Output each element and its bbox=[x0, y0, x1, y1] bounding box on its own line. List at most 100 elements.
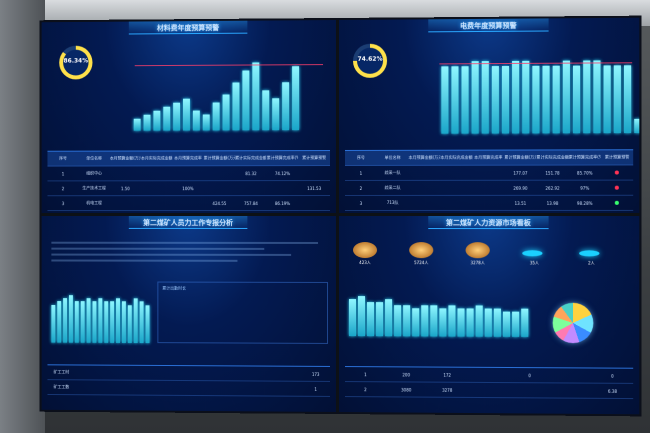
header-cell: 累计预算完成率(%) bbox=[568, 154, 601, 160]
bar bbox=[367, 302, 375, 337]
bar bbox=[532, 65, 540, 134]
bar bbox=[430, 305, 438, 337]
bar bbox=[348, 299, 357, 337]
kpi-icon bbox=[579, 250, 600, 257]
header-cell: 本月预算完成率 bbox=[474, 154, 503, 160]
header-cell: 累计预算完成率(%) bbox=[266, 155, 299, 161]
table-cell: 机电工程 bbox=[86, 200, 102, 206]
bar bbox=[493, 308, 501, 337]
table-cell: 100% bbox=[182, 185, 194, 191]
header-cell: 累计预算预警 bbox=[302, 155, 327, 161]
bar bbox=[153, 110, 161, 131]
video-wall-screen: 材料费年度预算预警 86.34% 序号 单位名称 本月预算金额(万元) 本月实际完成金… bbox=[39, 15, 642, 417]
bar bbox=[512, 312, 520, 337]
table-cell: 262.92 bbox=[545, 185, 560, 191]
table-cell: 2 bbox=[364, 386, 367, 392]
bar bbox=[448, 305, 456, 337]
bar bbox=[98, 298, 103, 343]
bar bbox=[86, 298, 91, 343]
bar bbox=[484, 308, 492, 337]
bar bbox=[481, 61, 489, 134]
status-dot bbox=[615, 170, 620, 175]
table-cell: 173 bbox=[311, 371, 320, 377]
bar bbox=[457, 308, 465, 337]
table-row: 2 综采二队 269.90 262.92 97% bbox=[344, 180, 634, 196]
table-cell: 424.55 bbox=[212, 200, 227, 206]
table-cell: 3 bbox=[359, 200, 363, 206]
panel-material-budget: 材料费年度预算预警 86.34% 序号 单位名称 本月预算金额(万元) 本月实际完成金… bbox=[41, 20, 337, 226]
bar bbox=[512, 60, 520, 134]
bar bbox=[451, 66, 459, 134]
hr-pie-chart bbox=[552, 302, 594, 344]
bar bbox=[252, 62, 260, 131]
kpi-value: 3278人 bbox=[470, 260, 485, 266]
kpi-icon bbox=[353, 242, 378, 259]
table-cell: 1 bbox=[359, 170, 363, 176]
status-dot bbox=[615, 185, 620, 190]
bar bbox=[421, 305, 429, 337]
attendance-table: 矿工工时 173 矿工工数 1 bbox=[47, 364, 331, 397]
bar bbox=[412, 308, 420, 337]
table-cell: 74.12% bbox=[274, 170, 291, 176]
kpi-value: 35人 bbox=[529, 260, 539, 266]
table-cell: 97% bbox=[580, 185, 590, 191]
hr-table: 1 200 172 0 0 2 3080 3278 6.38 bbox=[344, 366, 634, 400]
hr-bar-chart bbox=[348, 294, 529, 337]
table-cell bbox=[601, 200, 633, 205]
bar bbox=[110, 301, 115, 343]
panel-electricity-budget: 电费年度预算预警 74.62% 序号 单位名称 本月预算金额(万元) 本月实际完成金额… bbox=[338, 17, 642, 227]
table-cell bbox=[601, 185, 633, 190]
bar bbox=[163, 106, 171, 131]
kpi-icon bbox=[465, 242, 490, 259]
bar bbox=[116, 298, 120, 343]
bar bbox=[51, 304, 56, 343]
bar bbox=[542, 65, 550, 134]
bar bbox=[282, 82, 290, 131]
table-cell: 3 bbox=[61, 200, 65, 206]
gauge-value: 86.34% bbox=[63, 57, 89, 65]
panel-title: 电费年度预算预警 bbox=[460, 21, 517, 31]
bar bbox=[501, 65, 510, 134]
kpi-value: 2人 bbox=[587, 260, 595, 266]
table-cell: 3080 bbox=[401, 386, 412, 393]
table-row: 2 3080 3278 6.38 bbox=[344, 382, 634, 400]
bar bbox=[292, 66, 300, 131]
table-cell: 1 bbox=[61, 170, 65, 176]
panel-hr-market: 第二煤矿人力资源市场看板 423人 5724人 3278人 35人 2人 1 200 172… bbox=[338, 216, 640, 415]
bar bbox=[403, 305, 411, 337]
table-cell: 86.19% bbox=[274, 200, 291, 206]
table-cell: 6.38 bbox=[607, 388, 617, 394]
bar bbox=[521, 308, 529, 337]
bar bbox=[583, 60, 591, 134]
table-cell: 生产技术工程 bbox=[82, 185, 106, 191]
bar bbox=[466, 308, 474, 337]
bar bbox=[623, 65, 632, 134]
table-cell: 2 bbox=[359, 185, 363, 191]
header-cell: 单位名称 bbox=[384, 154, 401, 160]
header-cell: 本月预算完成率 bbox=[174, 155, 202, 161]
table-cell: 0 bbox=[611, 373, 614, 379]
table-cell: 81.32 bbox=[245, 170, 257, 176]
bar bbox=[394, 305, 402, 337]
panel-title: 第二煤矿人力资源市场看板 bbox=[445, 219, 531, 228]
table-cell: 1.50 bbox=[120, 185, 130, 191]
bar bbox=[92, 301, 97, 343]
bar bbox=[439, 308, 447, 337]
bar bbox=[121, 301, 126, 343]
bar bbox=[376, 302, 384, 337]
bar bbox=[552, 65, 560, 134]
monthly-bar-chart bbox=[441, 58, 642, 134]
bar bbox=[593, 60, 601, 134]
bar bbox=[522, 60, 530, 134]
header-cell: 序号 bbox=[356, 154, 365, 160]
bar bbox=[133, 118, 141, 131]
header-cell: 本月预算金额(万元) bbox=[109, 155, 141, 161]
header-cell: 本月实际完成金额(万元) bbox=[440, 154, 473, 160]
table-cell: 13.98 bbox=[546, 200, 559, 206]
table-cell: 综采二队 bbox=[384, 184, 401, 190]
bar bbox=[385, 299, 393, 337]
bar bbox=[471, 61, 479, 134]
bar bbox=[192, 110, 200, 131]
attendance-bar-chart bbox=[51, 293, 150, 344]
panel-workforce-analysis: 第二煤矿人员力工作专报分析 累计出勤时长 矿工工时 173 矿工工数 1 bbox=[41, 216, 337, 412]
